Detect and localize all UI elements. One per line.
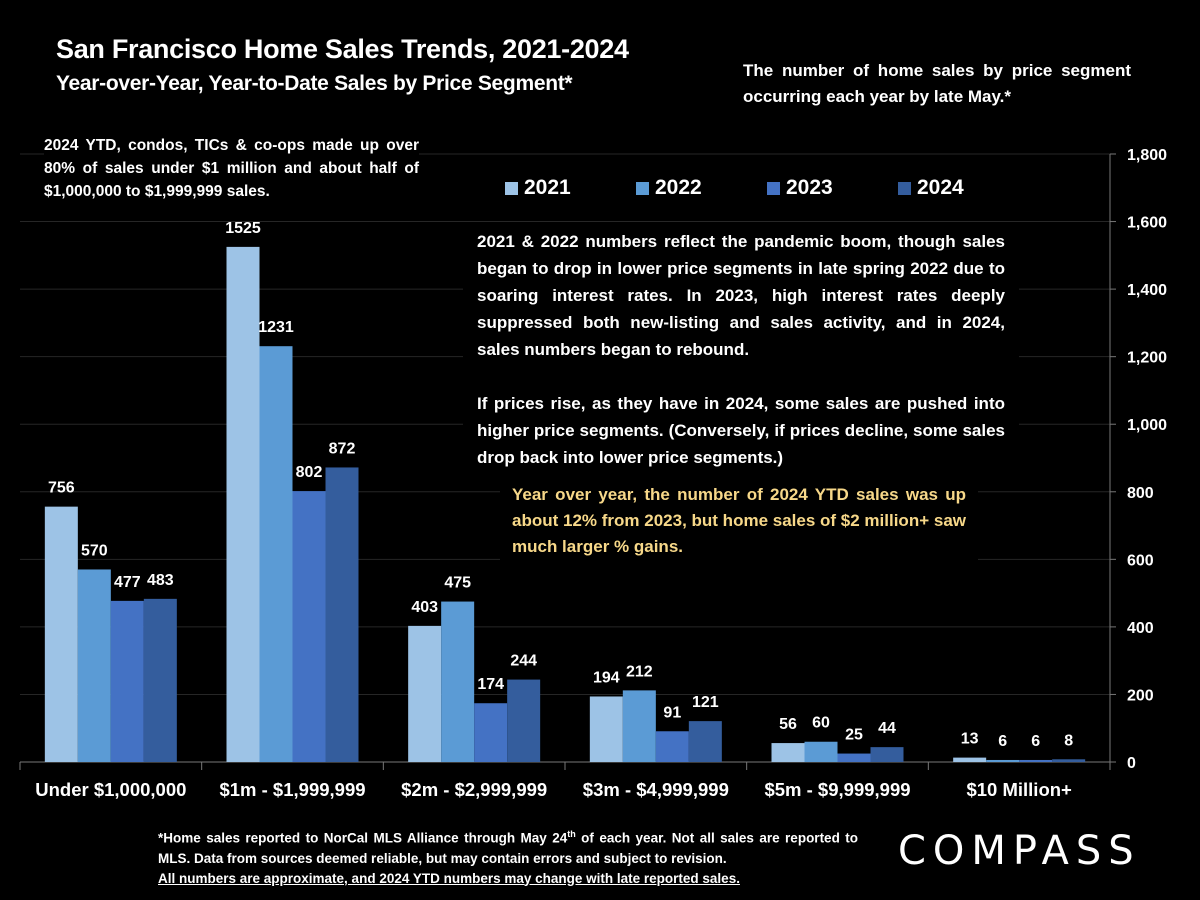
chart-subtitle: Year-over-Year, Year-to-Date Sales by Pr… [56, 72, 573, 95]
data-label: 6 [1031, 733, 1040, 750]
bar-2022 [441, 601, 475, 762]
data-label: 477 [114, 574, 141, 591]
legend-item-2024: 2024 [898, 176, 1029, 200]
market-context-note: 2021 & 2022 numbers reflect the pandemic… [463, 224, 1019, 475]
bar-2022 [622, 690, 656, 762]
footnote: *Home sales reported to NorCal MLS Allia… [158, 824, 858, 889]
legend-swatch [505, 181, 518, 195]
footnote-text-end: of each year. Not all sales are reported… [158, 830, 858, 866]
data-label: 403 [411, 599, 438, 616]
bar-2024 [688, 721, 722, 762]
bar-2023 [1019, 759, 1053, 762]
bar-2021 [953, 757, 987, 762]
bar-2021 [44, 506, 78, 762]
data-label: 1525 [225, 220, 261, 237]
bar-2023 [655, 731, 689, 762]
data-label: 802 [296, 464, 323, 481]
legend-item-2023: 2023 [767, 176, 898, 200]
data-label: 483 [147, 572, 174, 589]
bar-2023 [292, 491, 326, 762]
bar-2022 [77, 569, 111, 762]
bar-2021 [771, 743, 805, 762]
y-tick-label: 0 [1127, 755, 1136, 772]
y-tick-label: 1,600 [1127, 215, 1167, 232]
data-label: 56 [779, 716, 797, 733]
data-label: 872 [329, 440, 356, 457]
compass-logo: COMPASS [898, 828, 1141, 874]
data-label: 60 [812, 715, 830, 732]
y-tick-label: 800 [1127, 485, 1154, 502]
legend-item-2022: 2022 [636, 176, 767, 200]
legend-label: 2024 [917, 176, 964, 199]
bar-2022 [804, 741, 838, 762]
data-label: 244 [510, 653, 537, 670]
data-label: 91 [663, 704, 681, 721]
data-label: 44 [878, 720, 896, 737]
bar-2022 [259, 346, 293, 762]
bar-2023 [474, 703, 508, 762]
y-tick-label: 1,000 [1127, 417, 1167, 434]
bar-2021 [226, 246, 260, 762]
footnote-text-start: *Home sales reported to NorCal MLS Allia… [158, 830, 568, 846]
y-tick-label: 1,400 [1127, 282, 1167, 299]
chart-title: San Francisco Home Sales Trends, 2021-20… [56, 34, 629, 64]
data-label: 756 [48, 480, 75, 497]
x-tick-label: Under $1,000,000 [35, 779, 186, 800]
legend-label: 2023 [786, 176, 833, 199]
legend: 2021 2022 2023 2024 [505, 176, 1029, 200]
bar-2024 [325, 467, 359, 762]
data-label: 475 [444, 575, 471, 592]
data-label: 212 [626, 663, 653, 680]
data-label: 194 [593, 669, 620, 686]
legend-swatch [767, 181, 780, 195]
bar-2024 [870, 747, 904, 762]
bar-2024 [143, 598, 177, 762]
x-tick-label: $3m - $4,999,999 [583, 779, 729, 800]
x-tick-label: $2m - $2,999,999 [401, 779, 547, 800]
condo-share-note: 2024 YTD, condos, TICs & co-ops made up … [44, 134, 419, 203]
bar-2021 [408, 625, 442, 762]
y-tick-label: 600 [1127, 552, 1154, 569]
legend-item-2021: 2021 [505, 176, 636, 200]
yoy-highlight-note: Year over year, the number of 2024 YTD s… [500, 480, 978, 562]
data-label: 13 [961, 731, 979, 748]
price-segment-shift-paragraph: If prices rise, as they have in 2024, so… [477, 394, 1005, 467]
data-label: 1231 [258, 319, 294, 336]
y-tick-label: 200 [1127, 687, 1154, 704]
pandemic-boom-paragraph: 2021 & 2022 numbers reflect the pandemic… [477, 232, 1005, 359]
legend-swatch [898, 181, 911, 195]
bar-2023 [110, 600, 144, 762]
bar-2024 [1052, 759, 1086, 762]
bar-2024 [507, 679, 541, 762]
legend-swatch [636, 181, 649, 195]
x-tick-label: $5m - $9,999,999 [764, 779, 910, 800]
bar-2023 [837, 753, 871, 762]
x-tick-label: $1m - $1,999,999 [219, 779, 365, 800]
footnote-disclaimer: All numbers are approximate, and 2024 YT… [158, 870, 740, 886]
data-label: 8 [1064, 732, 1073, 749]
chart-description: The number of home sales by price segmen… [743, 61, 1131, 106]
y-tick-label: 400 [1127, 620, 1154, 637]
x-tick-label: $10 Million+ [966, 779, 1072, 800]
data-label: 570 [81, 542, 108, 559]
legend-label: 2022 [655, 176, 702, 199]
data-label: 25 [845, 727, 863, 744]
data-label: 121 [692, 694, 719, 711]
bar-2022 [986, 759, 1020, 762]
y-tick-label: 1,200 [1127, 350, 1167, 367]
data-label: 174 [477, 676, 504, 693]
bar-2021 [589, 696, 623, 762]
yoy-highlight-text: Year over year, the number of 2024 YTD s… [512, 485, 966, 556]
footnote-superscript: th [567, 829, 576, 839]
data-label: 6 [998, 733, 1007, 750]
y-tick-label: 1,800 [1127, 147, 1167, 164]
legend-label: 2021 [524, 176, 571, 199]
